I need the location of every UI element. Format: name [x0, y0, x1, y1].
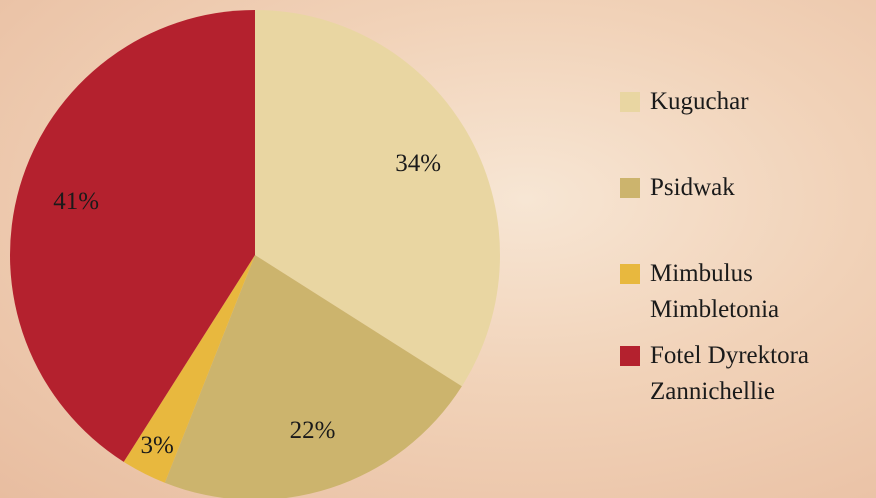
data-label: 22% [290, 417, 336, 444]
legend-item: Kuguchar [620, 84, 860, 120]
legend-swatch [620, 346, 640, 366]
legend-label: Kuguchar [650, 88, 749, 115]
legend-item: Fotel Dyrektora Zannichellie [620, 338, 860, 410]
legend: Kuguchar Psidwak Mimbulus Mimbletonia Fotel… [620, 84, 860, 410]
data-label: 41% [53, 188, 99, 215]
data-label: 34% [395, 150, 441, 177]
legend-label: Psidwak [650, 174, 735, 201]
legend-item: Mimbulus Mimbletonia [620, 256, 860, 328]
legend-label: Fotel Dyrektora Zannichellie [650, 342, 809, 405]
pie-slice [10, 10, 256, 462]
legend-swatch [620, 92, 640, 112]
data-label: 3% [140, 432, 173, 459]
pie-slice [123, 255, 255, 483]
pie-slice [255, 10, 500, 387]
pie-slice [164, 255, 462, 498]
legend-swatch [620, 178, 640, 198]
legend-item: Psidwak [620, 170, 860, 206]
legend-swatch [620, 264, 640, 284]
legend-label: Mimbulus Mimbletonia [650, 260, 780, 323]
